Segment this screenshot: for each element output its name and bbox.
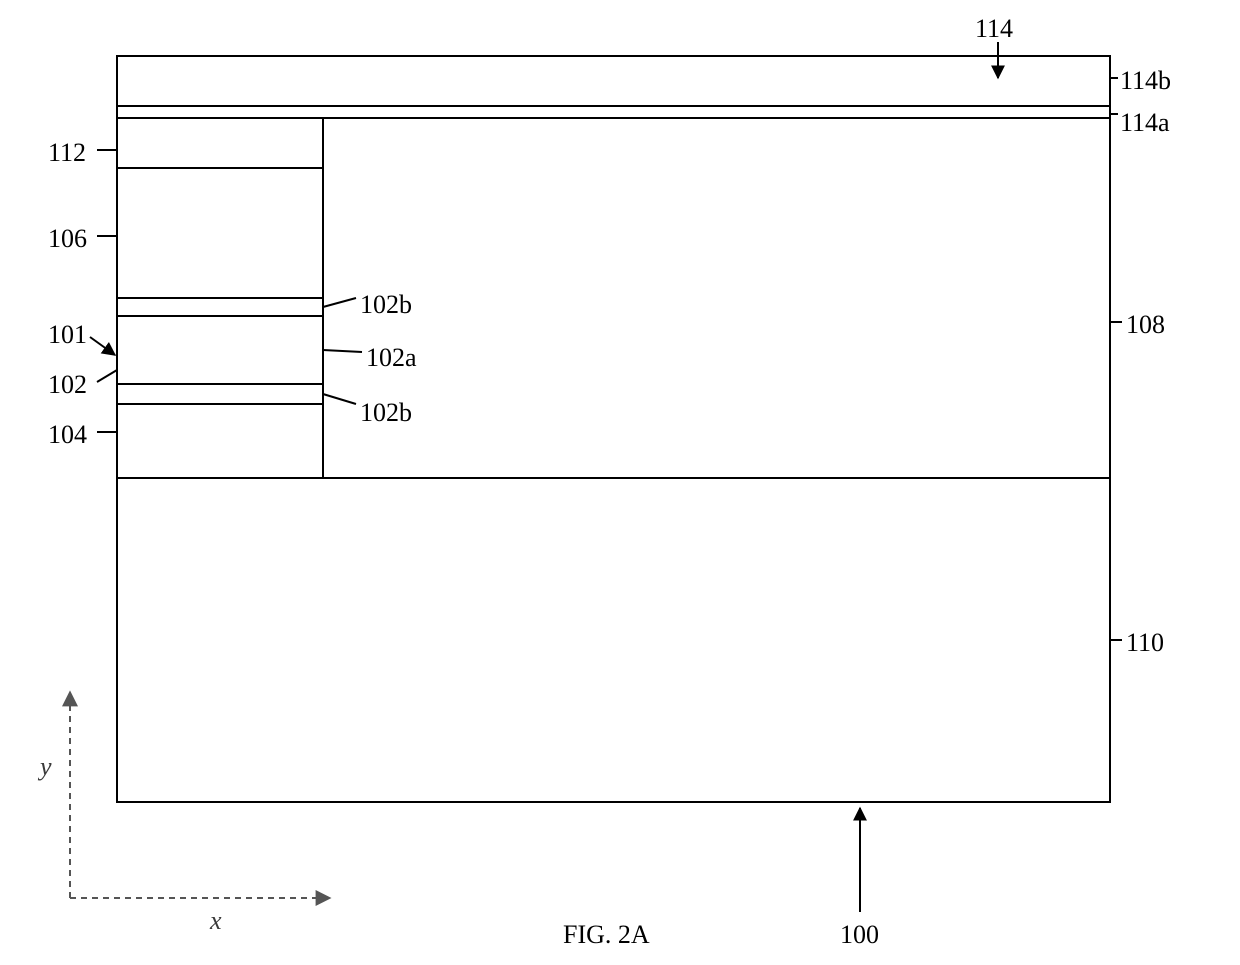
label-102b-lower: 102b [360, 398, 412, 428]
label-106: 106 [48, 224, 87, 254]
label-100: 100 [840, 920, 879, 950]
label-114a: 114a [1120, 108, 1170, 138]
axis-label-y: y [40, 752, 52, 782]
label-114b: 114b [1120, 66, 1171, 96]
label-104: 104 [48, 420, 87, 450]
label-102a: 102a [366, 343, 417, 373]
figure-caption: FIG. 2A [563, 920, 650, 950]
label-102b-upper: 102b [360, 290, 412, 320]
label-110: 110 [1126, 628, 1164, 658]
label-101: 101 [48, 320, 87, 350]
axis-label-x: x [210, 906, 222, 936]
diagram-svg [0, 0, 1240, 965]
label-102: 102 [48, 370, 87, 400]
label-112: 112 [48, 138, 86, 168]
figure-container: 114 112 106 101 102 104 102b 102a 102b 1… [0, 0, 1240, 965]
label-114: 114 [975, 14, 1013, 44]
label-108: 108 [1126, 310, 1165, 340]
